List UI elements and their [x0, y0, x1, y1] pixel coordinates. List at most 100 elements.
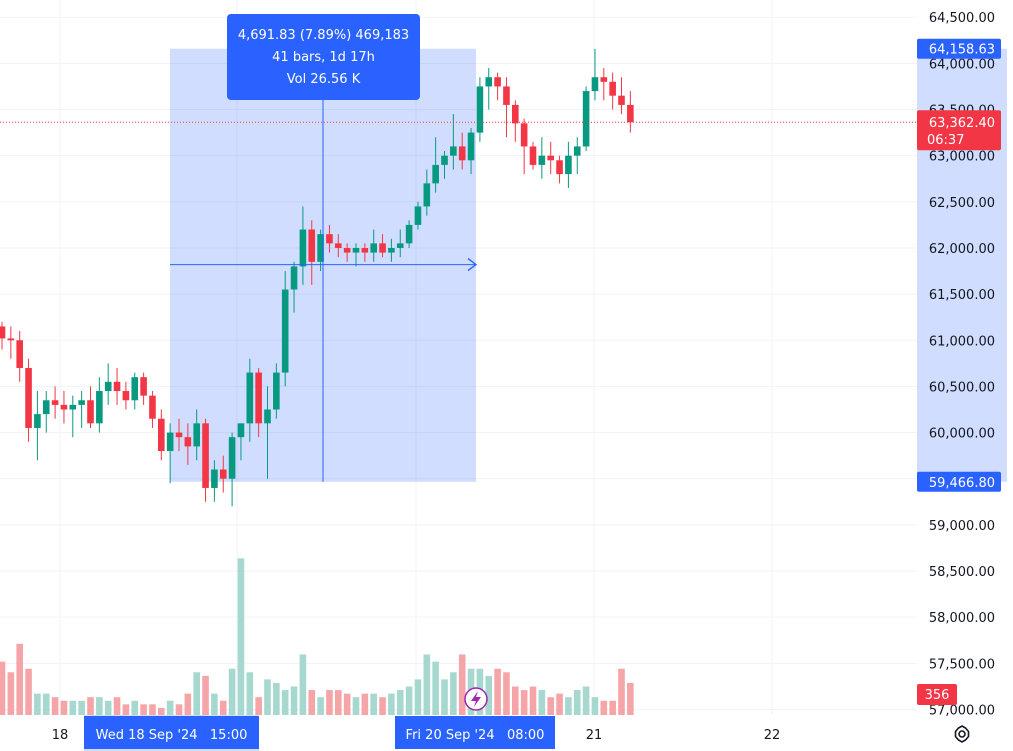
- crosshair-time-bg: [84, 716, 259, 749]
- volume-bar: [414, 679, 422, 715]
- lightning-icon-bolt: [471, 691, 481, 707]
- candle-body: [335, 243, 342, 248]
- volume-bar: [16, 643, 23, 715]
- candle-body: [96, 391, 103, 424]
- candle-body: [352, 247, 360, 253]
- volume-bar: [96, 697, 103, 715]
- volume-bar: [520, 690, 528, 715]
- volume-bar: [7, 672, 15, 715]
- measure-low-tag: 59,466.80: [929, 476, 995, 491]
- price-tick-label: 58,000.00: [929, 611, 995, 626]
- candle-body: [219, 469, 227, 479]
- volume-bar: [202, 675, 209, 715]
- crosshair-time-label: Fri 20 Sep '24 08:00: [406, 728, 545, 743]
- volume-bar: [166, 700, 174, 715]
- crosshair-time-bg: [395, 716, 555, 749]
- volume-bar: [432, 661, 439, 715]
- volume-bar: [485, 675, 493, 715]
- candle-body: [281, 289, 289, 373]
- candle-body: [140, 377, 147, 396]
- measure-high-tag-bg: [917, 38, 1001, 59]
- candle-body: [423, 183, 431, 207]
- volume-bar: [42, 693, 50, 715]
- volume-bar: [131, 700, 139, 715]
- price-tick-label: 62,000.00: [929, 242, 995, 257]
- candle-body: [175, 432, 183, 438]
- candle-body: [246, 372, 254, 424]
- candle-body: [25, 367, 32, 428]
- candle-body: [591, 77, 599, 92]
- volume-bar: [582, 686, 590, 715]
- candle-body: [538, 155, 546, 165]
- candle-body: [609, 81, 616, 96]
- volume-bar: [494, 668, 501, 715]
- candle-body: [600, 77, 608, 82]
- time-tick-label: 21: [586, 728, 603, 743]
- volume-bar: [565, 697, 572, 715]
- price-tick-label: 61,500.00: [929, 288, 995, 303]
- price-tick-label: 63,000.00: [929, 150, 995, 165]
- candle-body: [405, 224, 413, 244]
- candle-body: [87, 400, 94, 424]
- volume-bar: [450, 672, 457, 715]
- volume-bar: [379, 697, 386, 715]
- price-tick-label: 61,000.00: [929, 334, 995, 349]
- measure-low-tag-bg: [917, 471, 1001, 492]
- volume-bar: [441, 679, 448, 715]
- measure-change: 4,691.83 (7.89%) 469,183: [237, 27, 410, 43]
- volume-bar: [388, 693, 395, 715]
- candle-body: [149, 395, 156, 419]
- volume-bar: [255, 697, 262, 715]
- volume-bar: [184, 693, 192, 715]
- volume-bar: [627, 682, 634, 715]
- volume-bar: [547, 697, 554, 715]
- candle-body: [573, 146, 581, 156]
- measure-volume: Vol 26.56 K: [286, 71, 361, 87]
- volume-bar: [370, 693, 377, 715]
- time-tick-label: 18: [52, 728, 69, 743]
- candle-body: [476, 86, 484, 133]
- price-tick-label: 58,500.00: [929, 565, 995, 580]
- volume-bar: [299, 654, 307, 715]
- countdown-tag: 06:37: [927, 133, 964, 148]
- candle-body: [16, 340, 23, 368]
- volume-bar: [600, 700, 608, 715]
- candle-body: [228, 437, 236, 479]
- time-axis: 18 21 22 Wed 18 Sep '24 15:00 Fri 20 Sep '24…: [52, 716, 780, 749]
- volume-bars: [0, 558, 634, 715]
- volume-tag-bg: [917, 684, 957, 705]
- candle-body: [396, 243, 404, 248]
- volume-bar: [122, 704, 130, 715]
- candle-body: [565, 155, 572, 175]
- volume-bar: [78, 700, 85, 715]
- volume-bar: [175, 704, 183, 715]
- volume-bar: [343, 693, 351, 715]
- candle-body: [414, 206, 422, 225]
- candle-body: [104, 381, 112, 392]
- candle-body: [60, 404, 68, 410]
- candle-body: [520, 123, 528, 147]
- volume-bar: [211, 693, 218, 715]
- price-tick-label: 64,500.00: [929, 11, 995, 26]
- candle-body: [388, 247, 395, 253]
- volume-bar: [512, 686, 519, 715]
- volume-bar: [290, 686, 298, 715]
- volume-bar: [423, 654, 431, 715]
- volume-bar: [140, 704, 147, 715]
- candle-body: [512, 104, 519, 124]
- settings-gear-icon[interactable]: [950, 722, 974, 746]
- volume-bar: [0, 661, 6, 715]
- candle-body: [503, 86, 510, 105]
- volume-tag: 356: [925, 688, 950, 703]
- volume-bar: [352, 697, 360, 715]
- candle-body: [379, 243, 386, 253]
- measure-bars: 41 bars, 1d 17h: [272, 49, 375, 65]
- candle-body: [308, 229, 316, 262]
- measure-high-tag: 64,158.63: [929, 43, 995, 58]
- candle-body: [582, 91, 590, 147]
- price-tick-label: 60,000.00: [929, 427, 995, 442]
- candle-body: [0, 326, 6, 339]
- candle-body: [361, 247, 369, 253]
- volume-bar: [158, 707, 165, 715]
